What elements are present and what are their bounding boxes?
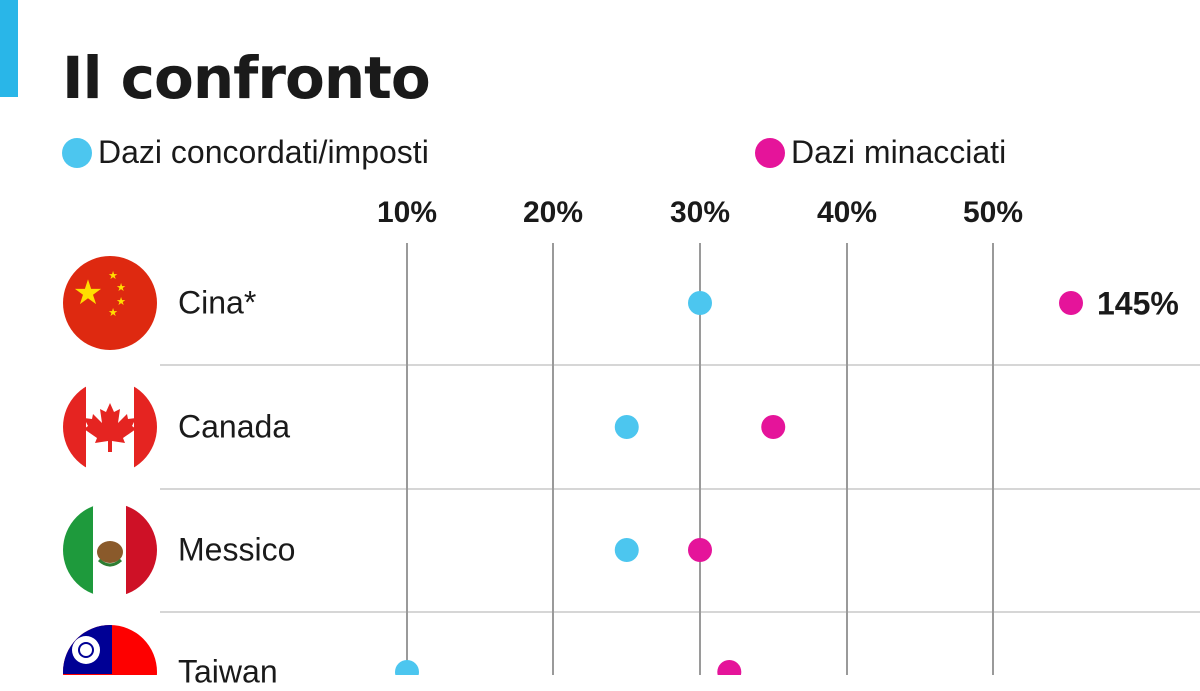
country-label-taiwan: Taiwan	[178, 653, 278, 690]
taiwan-threatened-point	[717, 660, 742, 675]
taiwan-imposed-point	[395, 660, 419, 675]
x-tick-label: 10%	[376, 196, 438, 229]
accent-bar	[0, 0, 18, 97]
svg-text:★: ★	[73, 273, 103, 313]
country-label-mexico: Messico	[178, 531, 296, 568]
svg-text:★: ★	[108, 306, 118, 319]
legend-item-imposed: Dazi concordati/imposti	[62, 134, 429, 171]
canada-flag	[63, 380, 157, 474]
country-label-china: Cina*	[178, 284, 257, 321]
svg-text:★: ★	[116, 295, 126, 308]
legend-dot-imposed	[62, 137, 92, 168]
china-imposed-point	[688, 291, 712, 315]
dumbbell-marks	[395, 291, 1083, 675]
svg-text:★: ★	[108, 269, 118, 282]
mexico-flag	[63, 503, 157, 597]
x-tick-label: 40%	[816, 196, 878, 229]
mexico-imposed-point	[614, 538, 639, 562]
china-axis-break	[1019, 293, 1037, 313]
x-tick-label: 20%	[522, 196, 584, 229]
china-threatened-point	[1059, 291, 1083, 315]
canada-imposed-point	[614, 415, 639, 439]
canada-threatened-point	[761, 415, 786, 439]
country-label-canada: Canada	[178, 408, 291, 445]
legend-label-imposed: Dazi concordati/imposti	[98, 134, 429, 170]
chart-title: Il confronto	[62, 44, 431, 112]
legend-dot-threatened	[755, 137, 785, 168]
taiwan-flag	[63, 625, 157, 675]
row-separators	[160, 364, 1200, 613]
china-flag: ★ ★ ★ ★ ★	[63, 256, 157, 350]
mexico-threatened-point	[688, 538, 712, 562]
china-threatened-value-label: 145%	[1097, 285, 1179, 322]
svg-text:★: ★	[116, 281, 126, 294]
dumbbell-plot: ★ ★ ★ ★ ★	[63, 243, 1200, 675]
x-tick-label: 30%	[669, 196, 731, 229]
x-tick-label: 50%	[962, 196, 1024, 229]
legend-label-threatened: Dazi minacciati	[791, 134, 1007, 170]
legend-item-threatened: Dazi minacciati	[755, 134, 1006, 171]
